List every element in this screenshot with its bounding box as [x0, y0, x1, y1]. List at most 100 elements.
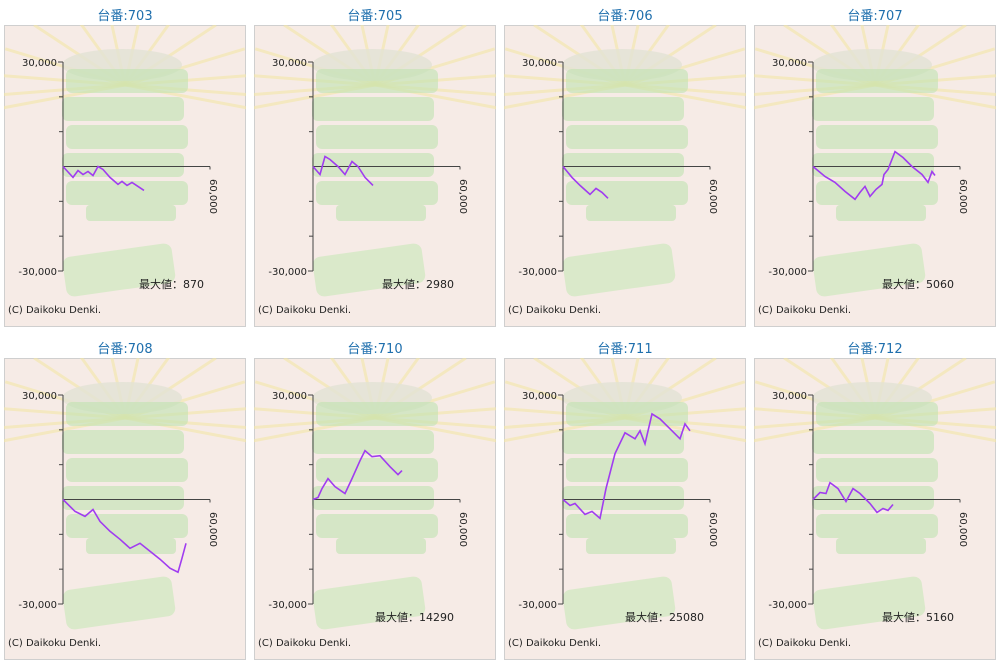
decor-tray — [816, 181, 938, 205]
decor-tray — [562, 576, 676, 630]
decor-tray — [566, 458, 688, 482]
credit: (C) Daikoku Denki. — [508, 305, 601, 316]
y-tick-label: 30,000 — [522, 58, 557, 69]
decor-tray — [66, 181, 188, 205]
decor-tray — [312, 97, 434, 121]
x-tick-label: 60,000 — [957, 512, 968, 547]
data-line — [62, 498, 187, 574]
chart-panel: 30,000 -30,000 60,000 最大値：5060 (C) Daikoku D… — [754, 25, 996, 327]
x-tick-label: 60,000 — [207, 179, 218, 214]
max-value-annotation: 最大値：5160 — [882, 610, 954, 624]
decor-tray — [62, 430, 184, 454]
decor-tray — [86, 205, 176, 221]
y-tick-label: -30,000 — [518, 600, 557, 611]
decor-tray — [62, 243, 176, 297]
decor-tray — [816, 69, 938, 93]
decor-tray — [62, 153, 184, 177]
x-tick-label: 60,000 — [457, 179, 468, 214]
chart-title: 台番:711 — [597, 342, 653, 357]
y-tick-label: 30,000 — [522, 391, 557, 402]
y-tick-label: -30,000 — [268, 267, 307, 278]
decor-tray — [312, 430, 434, 454]
decor-tray — [62, 97, 184, 121]
decor-tray — [812, 486, 934, 510]
credit: (C) Daikoku Denki. — [758, 638, 851, 649]
decor-tray — [812, 430, 934, 454]
chart-title: 台番:703 — [97, 9, 153, 24]
data-line — [562, 412, 691, 520]
data-line — [562, 165, 609, 199]
decor-tray — [812, 576, 926, 630]
chart-panel: 30,000 -30,000 60,000 最大値：2980 (C) Daikoku D… — [254, 25, 496, 327]
decor-tray — [336, 205, 426, 221]
decor-tray — [816, 514, 938, 538]
decor-tray — [316, 458, 438, 482]
chart-title: 台番:706 — [597, 9, 653, 24]
credit: (C) Daikoku Denki. — [758, 305, 851, 316]
decor-tray — [812, 243, 926, 297]
credit: (C) Daikoku Denki. — [508, 638, 601, 649]
data-line — [812, 481, 894, 514]
decor-tray — [316, 181, 438, 205]
chart-title: 台番:705 — [347, 9, 403, 24]
decor-tray — [566, 402, 688, 426]
y-tick-label: 30,000 — [272, 58, 307, 69]
decor-tray — [316, 125, 438, 149]
decor-tray — [816, 458, 938, 482]
decor-tray — [812, 153, 934, 177]
decor-tray — [312, 576, 426, 630]
decor-tray — [66, 125, 188, 149]
decor-tray — [336, 538, 426, 554]
data-line — [812, 150, 936, 201]
decor-tray — [62, 576, 176, 630]
decor-tray — [66, 69, 188, 93]
y-tick-label: 30,000 — [22, 391, 57, 402]
decor-tray — [566, 69, 688, 93]
chart-panel: 30,000 -30,000 60,000 最大値：870 (C) Daikoku De… — [4, 25, 246, 327]
decor-tray — [836, 538, 926, 554]
chart-title: 台番:707 — [847, 9, 903, 24]
decor-tray — [66, 458, 188, 482]
x-tick-label: 60,000 — [707, 179, 718, 214]
x-tick-label: 60,000 — [707, 512, 718, 547]
decor-tray — [562, 153, 684, 177]
y-tick-label: 30,000 — [272, 391, 307, 402]
y-tick-label: -30,000 — [18, 267, 57, 278]
data-line — [62, 165, 145, 192]
decor-tray — [316, 514, 438, 538]
x-tick-label: 60,000 — [457, 512, 468, 547]
y-tick-label: 30,000 — [772, 391, 807, 402]
decor-tray — [816, 125, 938, 149]
max-value-annotation: 最大値：25080 — [625, 610, 704, 624]
decor-tray — [586, 538, 676, 554]
decor-tray — [562, 486, 684, 510]
max-value-annotation: 最大値：2980 — [382, 277, 454, 291]
decor-tray — [566, 125, 688, 149]
decor-tray — [62, 486, 184, 510]
chart-title: 台番:712 — [847, 342, 903, 357]
y-tick-label: -30,000 — [18, 600, 57, 611]
credit: (C) Daikoku Denki. — [8, 638, 101, 649]
decor-tray — [562, 97, 684, 121]
chart-panel: 30,000 -30,000 60,000 (C) Daikoku Denki. — [4, 358, 246, 660]
decor-tray — [836, 205, 926, 221]
y-tick-label: -30,000 — [768, 600, 807, 611]
decor-tray — [566, 181, 688, 205]
chart-title: 台番:710 — [347, 342, 403, 357]
chart-panel: 30,000 -30,000 60,000 最大値：5160 (C) Daikoku D… — [754, 358, 996, 660]
credit: (C) Daikoku Denki. — [258, 638, 351, 649]
decor-tray — [86, 538, 176, 554]
credit: (C) Daikoku Denki. — [8, 305, 101, 316]
decor-tray — [312, 486, 434, 510]
decor-tray — [586, 205, 676, 221]
decor-tray — [66, 402, 188, 426]
chart-panel: 30,000 -30,000 60,000 最大値：14290 (C) Daikoku … — [254, 358, 496, 660]
chart-panel: 30,000 -30,000 60,000 (C) Daikoku Denki. — [504, 25, 746, 327]
decor-tray — [816, 402, 938, 426]
decor-tray — [562, 430, 684, 454]
y-tick-label: 30,000 — [772, 58, 807, 69]
decor-tray — [312, 243, 426, 297]
y-tick-label: -30,000 — [768, 267, 807, 278]
x-tick-label: 60,000 — [207, 512, 218, 547]
